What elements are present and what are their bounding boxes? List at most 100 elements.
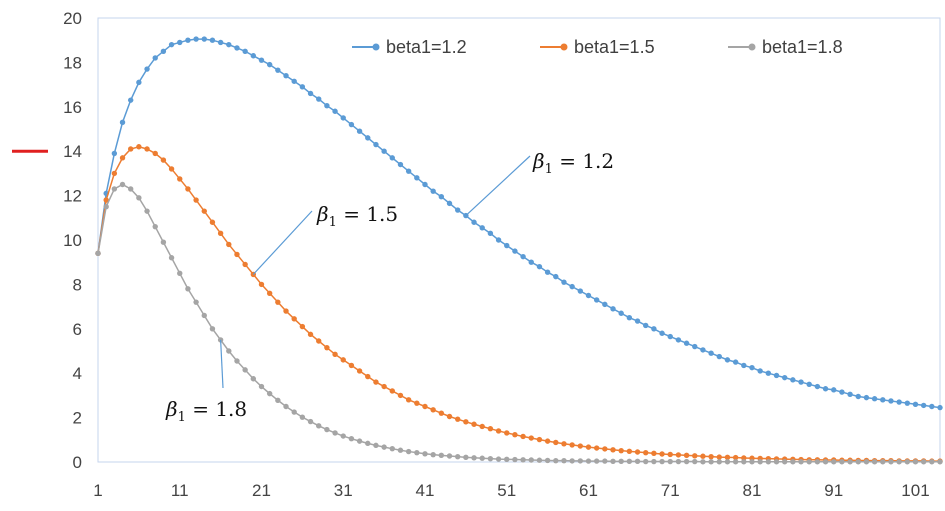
data-point [340,357,346,363]
data-point [773,372,780,379]
data-point [585,458,592,464]
data-point [242,367,248,373]
data-point [790,459,796,465]
data-point [103,204,109,210]
data-point [127,186,134,192]
data-point [683,458,690,465]
data-point [487,455,494,462]
data-point [234,358,240,364]
y-tick-label: 0 [73,453,82,472]
data-point [871,459,878,465]
data-point [749,459,755,465]
data-point [397,392,404,399]
data-point [446,413,453,420]
data-point [659,458,665,465]
data-point [520,253,526,260]
data-point [356,128,363,134]
data-point [111,150,118,157]
legend-label: beta1=1.8 [762,37,843,57]
data-point [683,340,690,346]
data-point [430,407,436,413]
annotation-leader-line [220,339,224,389]
data-point [643,458,649,465]
data-point [119,181,126,188]
data-point [741,459,747,465]
data-point [806,381,812,387]
data-point [201,312,207,319]
data-point [520,433,526,440]
y-tick-label: 2 [73,409,82,428]
data-point [438,410,445,416]
data-point [144,146,150,152]
data-point [185,37,191,43]
data-point [487,230,494,237]
data-point [544,269,551,275]
data-point [209,326,216,332]
data-point [512,456,518,463]
data-point [487,426,494,432]
data-point [814,383,821,390]
data-point [724,357,731,363]
data-point [585,292,592,299]
data-point [912,459,919,465]
data-point [528,259,534,265]
data-point [316,423,322,429]
x-tick-label: 91 [824,481,843,500]
data-point [405,397,412,403]
data-point [340,433,346,439]
data-point [422,181,428,188]
annotation-label: β1 = 1.8 [165,397,247,425]
data-point [495,456,502,462]
legend-swatch-marker [372,43,380,51]
data-point [209,219,216,225]
data-point [863,459,870,465]
data-point [217,337,224,343]
data-point [553,457,559,464]
data-point [504,456,510,463]
data-point [732,359,739,365]
data-point [127,146,134,152]
data-point [937,404,943,411]
data-point [912,401,919,407]
data-point [136,79,142,86]
data-point [127,97,134,103]
data-point [168,41,175,48]
data-point [651,450,657,457]
annotations: β1 = 1.2β1 = 1.5β1 = 1.8 [165,149,614,425]
data-point [716,454,722,460]
y-tick-label: 16 [63,98,82,117]
data-point [479,455,485,461]
data-point [209,37,216,43]
data-point [414,400,420,406]
data-point [561,441,567,447]
series-1 [95,36,943,411]
data-point [536,457,543,463]
data-point [716,353,722,360]
x-tick-label: 41 [416,481,435,500]
data-point [454,453,461,460]
y-tick-label: 14 [63,142,82,161]
data-point [332,351,338,358]
data-point [880,397,886,403]
legend-item: beta1=1.5 [540,37,655,57]
data-point [855,393,861,400]
data-point [520,457,526,463]
data-point [651,326,657,332]
y-tick-label: 10 [63,231,82,250]
annotation-symbol: β [316,202,329,226]
data-point [414,175,420,181]
data-point [741,455,747,461]
data-point [692,458,698,465]
y-tick-label: 20 [63,9,82,28]
data-point [667,333,673,340]
data-point [332,430,338,436]
data-point [937,459,943,465]
data-point [536,436,543,443]
data-point [111,186,118,192]
data-point [512,248,518,254]
data-point [773,459,780,465]
data-point [610,458,616,465]
data-point [757,368,763,374]
data-point [348,435,355,442]
